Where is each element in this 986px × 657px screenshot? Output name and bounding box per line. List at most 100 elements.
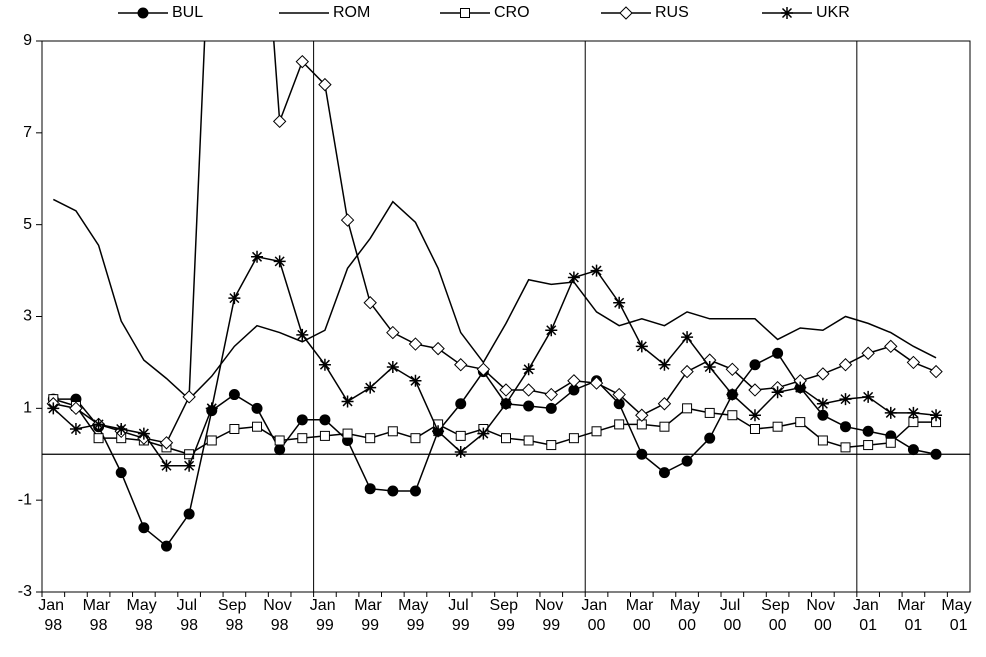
marker — [772, 347, 784, 359]
x-tick-label: Sep 99 — [490, 597, 523, 634]
marker — [589, 376, 604, 390]
x-tick-label-line: May — [941, 597, 976, 614]
x-tick-label-line: Jan — [310, 597, 340, 614]
marker — [251, 402, 263, 414]
marker — [545, 402, 557, 414]
marker — [93, 433, 104, 444]
marker — [704, 407, 715, 418]
x-tick-label-line: 99 — [361, 617, 379, 634]
x-tick-label-line: Nov — [263, 597, 296, 614]
marker — [363, 296, 377, 310]
y-tick-label: -1 — [18, 491, 32, 508]
marker — [546, 440, 557, 451]
marker — [704, 432, 716, 444]
y-tick-label: 3 — [23, 308, 32, 325]
marker — [794, 381, 807, 394]
x-tick-label-line: 99 — [452, 617, 470, 634]
marker — [772, 421, 783, 432]
marker — [817, 409, 829, 421]
x-tick-label: Jul 00 — [720, 597, 745, 634]
series-line — [53, 352, 937, 548]
x-tick-label: Jan 00 — [581, 597, 611, 634]
x-tick-label: Jul 98 — [177, 597, 202, 634]
x-tick-label-line: Jan — [853, 597, 883, 614]
marker — [681, 455, 693, 467]
marker — [341, 395, 354, 408]
marker — [816, 397, 829, 410]
marker — [342, 428, 353, 439]
x-tick-label: May 98 — [127, 597, 162, 634]
x-tick-label: Jan 01 — [853, 597, 883, 634]
marker — [137, 427, 150, 440]
marker — [907, 406, 920, 419]
marker — [748, 409, 761, 422]
x-tick-label: Sep 98 — [218, 597, 251, 634]
marker — [160, 459, 173, 472]
x-tick-label-line: 98 — [135, 617, 153, 634]
x-tick-label-line: Mar — [83, 597, 115, 614]
x-tick-label-line: Jul — [177, 597, 202, 614]
marker — [432, 425, 445, 438]
x-tick-label-line: 99 — [316, 617, 334, 634]
marker — [409, 485, 421, 497]
x-tick-label: Mar 98 — [83, 597, 115, 634]
x-tick-label-line: 99 — [542, 617, 560, 634]
marker — [364, 381, 377, 394]
x-tick-label: May 00 — [670, 597, 705, 634]
series-line — [52, 198, 937, 401]
legend-label: CRO — [494, 4, 530, 21]
x-tick-label-line: Jan — [581, 597, 611, 614]
marker — [160, 540, 172, 552]
marker — [274, 435, 285, 446]
legend-label: UKR — [816, 4, 850, 21]
marker — [725, 362, 740, 377]
marker — [477, 427, 490, 440]
marker — [908, 417, 919, 428]
marker — [839, 393, 852, 406]
marker — [619, 6, 633, 20]
legend-label: RUS — [655, 4, 689, 21]
marker — [817, 435, 828, 446]
marker — [500, 397, 512, 410]
marker — [567, 374, 581, 388]
marker — [681, 331, 694, 344]
x-tick-label-line: 99 — [497, 617, 515, 634]
x-tick-label-line: Jul — [720, 597, 745, 614]
marker — [771, 386, 784, 399]
marker — [567, 271, 580, 284]
marker — [386, 325, 400, 340]
x-tick-label-line: Mar — [626, 597, 658, 614]
marker — [726, 388, 739, 401]
marker — [228, 292, 241, 305]
x-tick-label-line: Sep — [218, 597, 251, 614]
x-tick-label-line: Mar — [897, 597, 929, 614]
marker — [884, 339, 898, 354]
marker — [861, 346, 875, 360]
series-line — [52, 255, 937, 467]
marker — [296, 328, 309, 341]
marker — [455, 398, 467, 410]
x-tick-label: Jan 99 — [310, 597, 340, 634]
marker — [884, 406, 897, 419]
series-line — [53, 41, 937, 444]
marker — [522, 363, 535, 376]
marker — [635, 408, 649, 422]
x-tick-label-line: 00 — [723, 617, 741, 634]
marker — [523, 400, 535, 412]
marker — [318, 358, 331, 371]
marker — [930, 409, 943, 422]
marker — [863, 440, 874, 451]
marker — [659, 421, 670, 432]
marker — [862, 425, 874, 437]
marker — [840, 421, 852, 433]
marker — [501, 433, 511, 444]
x-tick-label-line: 00 — [769, 617, 787, 634]
x-tick-label-line: May — [398, 597, 433, 614]
x-tick-label-line: May — [127, 597, 162, 614]
marker — [69, 422, 82, 435]
x-tick-label: Nov 99 — [535, 597, 568, 634]
marker — [885, 437, 896, 448]
x-tick-label-line: 98 — [225, 617, 243, 634]
